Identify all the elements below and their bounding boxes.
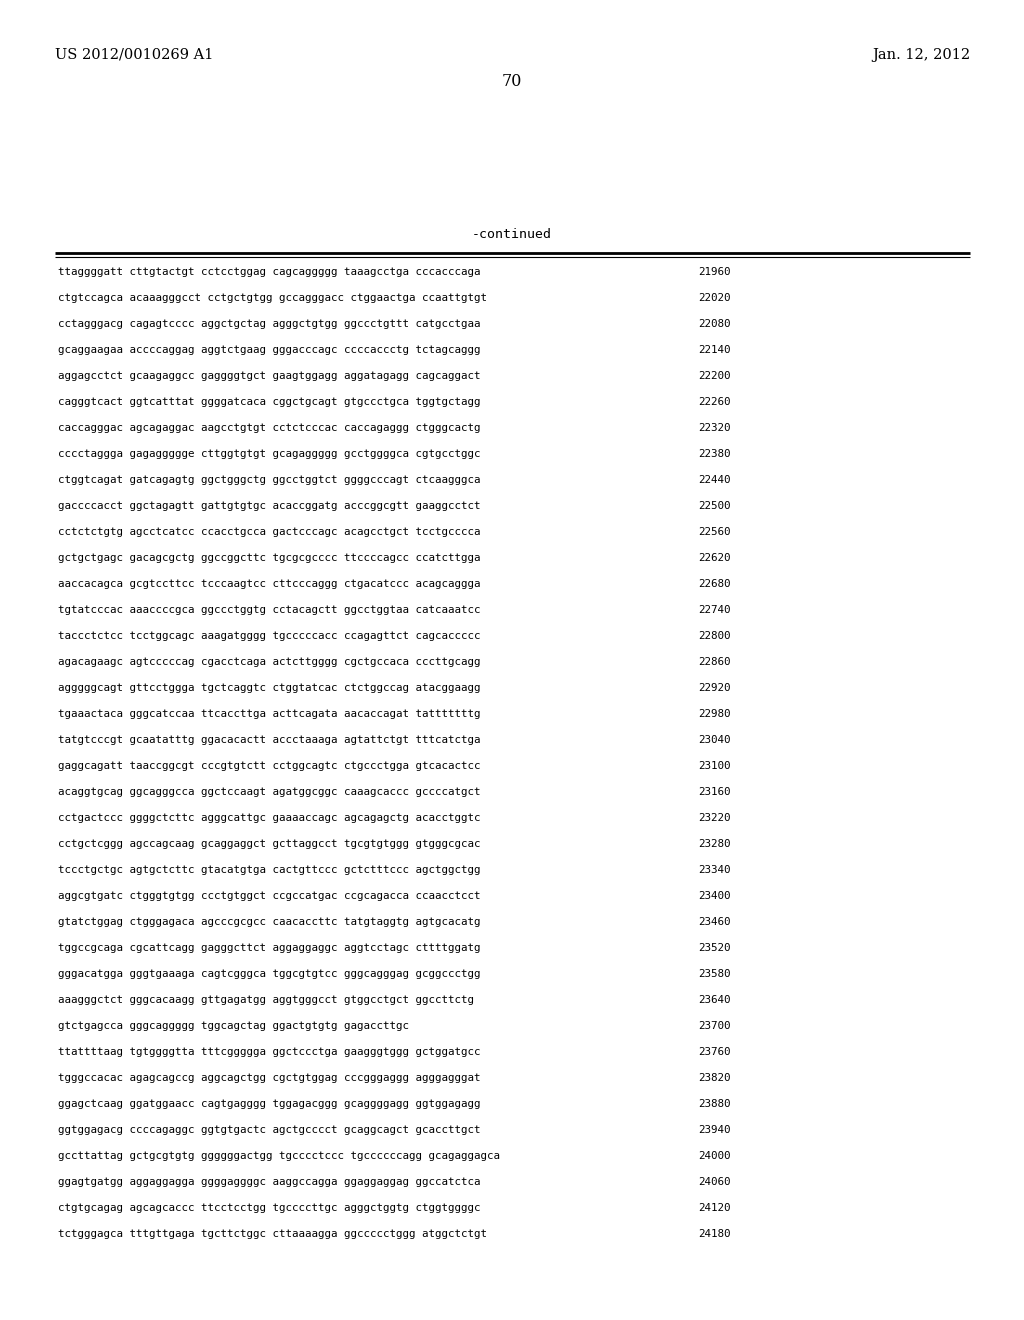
Text: 24180: 24180 (698, 1229, 730, 1239)
Text: 23640: 23640 (698, 995, 730, 1005)
Text: 22260: 22260 (698, 397, 730, 407)
Text: aggcgtgatc ctgggtgtgg ccctgtggct ccgccatgac ccgcagacca ccaacctcct: aggcgtgatc ctgggtgtgg ccctgtggct ccgccat… (58, 891, 480, 902)
Text: caccagggac agcagaggac aagcctgtgt cctctcccac caccagaggg ctgggcactg: caccagggac agcagaggac aagcctgtgt cctctcc… (58, 422, 480, 433)
Text: tccctgctgc agtgctcttc gtacatgtga cactgttccc gctctttccc agctggctgg: tccctgctgc agtgctcttc gtacatgtga cactgtt… (58, 865, 480, 875)
Text: 23220: 23220 (698, 813, 730, 822)
Text: -continued: -continued (472, 228, 552, 242)
Text: acaggtgcag ggcagggcca ggctccaagt agatggcggc caaagcaccc gccccatgct: acaggtgcag ggcagggcca ggctccaagt agatggc… (58, 787, 480, 797)
Text: 24000: 24000 (698, 1151, 730, 1162)
Text: 22380: 22380 (698, 449, 730, 459)
Text: tatgtcccgt gcaatatttg ggacacactt accctaaaga agtattctgt tttcatctga: tatgtcccgt gcaatatttg ggacacactt accctaa… (58, 735, 480, 744)
Text: gaggcagatt taaccggcgt cccgtgtctt cctggcagtc ctgccctgga gtcacactcc: gaggcagatt taaccggcgt cccgtgtctt cctggca… (58, 762, 480, 771)
Text: gctgctgagc gacagcgctg ggccggcttc tgcgcgcccc ttccccagcc ccatcttgga: gctgctgagc gacagcgctg ggccggcttc tgcgcgc… (58, 553, 480, 564)
Text: gggacatgga gggtgaaaga cagtcgggca tggcgtgtcc gggcagggag gcggccctgg: gggacatgga gggtgaaaga cagtcgggca tggcgtg… (58, 969, 480, 979)
Text: 22860: 22860 (698, 657, 730, 667)
Text: 24060: 24060 (698, 1177, 730, 1187)
Text: 22620: 22620 (698, 553, 730, 564)
Text: cctgactccc ggggctcttc agggcattgc gaaaaccagc agcagagctg acacctggtc: cctgactccc ggggctcttc agggcattgc gaaaacc… (58, 813, 480, 822)
Text: 23040: 23040 (698, 735, 730, 744)
Text: tctgggagca tttgttgaga tgcttctggc cttaaaagga ggccccctggg atggctctgt: tctgggagca tttgttgaga tgcttctggc cttaaaa… (58, 1229, 487, 1239)
Text: 23340: 23340 (698, 865, 730, 875)
Text: ggtggagacg ccccagaggc ggtgtgactc agctgcccct gcaggcagct gcaccttgct: ggtggagacg ccccagaggc ggtgtgactc agctgcc… (58, 1125, 480, 1135)
Text: 22020: 22020 (698, 293, 730, 304)
Text: ttattttaag tgtggggtta tttcggggga ggctccctga gaagggtggg gctggatgcc: ttattttaag tgtggggtta tttcggggga ggctccc… (58, 1047, 480, 1057)
Text: 23160: 23160 (698, 787, 730, 797)
Text: cctctctgtg agcctcatcc ccacctgcca gactcccagc acagcctgct tcctgcccca: cctctctgtg agcctcatcc ccacctgcca gactccc… (58, 527, 480, 537)
Text: 22560: 22560 (698, 527, 730, 537)
Text: 22140: 22140 (698, 345, 730, 355)
Text: US 2012/0010269 A1: US 2012/0010269 A1 (55, 48, 213, 62)
Text: gcaggaagaa accccaggag aggtctgaag gggacccagc ccccaccctg tctagcaggg: gcaggaagaa accccaggag aggtctgaag gggaccc… (58, 345, 480, 355)
Text: aaccacagca gcgtccttcc tcccaagtcc cttcccaggg ctgacatccc acagcaggga: aaccacagca gcgtccttcc tcccaagtcc cttccca… (58, 579, 480, 589)
Text: gccttattag gctgcgtgtg ggggggactgg tgcccctccc tgccccccagg gcagaggagca: gccttattag gctgcgtgtg ggggggactgg tgcccc… (58, 1151, 500, 1162)
Text: 23760: 23760 (698, 1047, 730, 1057)
Text: 23100: 23100 (698, 762, 730, 771)
Text: ggagtgatgg aggaggagga ggggaggggc aaggccagga ggaggaggag ggccatctca: ggagtgatgg aggaggagga ggggaggggc aaggcca… (58, 1177, 480, 1187)
Text: 23520: 23520 (698, 942, 730, 953)
Text: gaccccacct ggctagagtt gattgtgtgc acaccggatg acccggcgtt gaaggcctct: gaccccacct ggctagagtt gattgtgtgc acaccgg… (58, 502, 480, 511)
Text: agggggcagt gttcctggga tgctcaggtc ctggtatcac ctctggccag atacggaagg: agggggcagt gttcctggga tgctcaggtc ctggtat… (58, 682, 480, 693)
Text: tgtatcccac aaaccccgca ggccctggtg cctacagctt ggcctggtaa catcaaatcc: tgtatcccac aaaccccgca ggccctggtg cctacag… (58, 605, 480, 615)
Text: cctgctcggg agccagcaag gcaggaggct gcttaggcct tgcgtgtggg gtgggcgcac: cctgctcggg agccagcaag gcaggaggct gcttagg… (58, 840, 480, 849)
Text: ctggtcagat gatcagagtg ggctgggctg ggcctggtct ggggcccagt ctcaagggca: ctggtcagat gatcagagtg ggctgggctg ggcctgg… (58, 475, 480, 484)
Text: 23400: 23400 (698, 891, 730, 902)
Text: 23880: 23880 (698, 1100, 730, 1109)
Text: 23460: 23460 (698, 917, 730, 927)
Text: 22080: 22080 (698, 319, 730, 329)
Text: 22800: 22800 (698, 631, 730, 642)
Text: 21960: 21960 (698, 267, 730, 277)
Text: Jan. 12, 2012: Jan. 12, 2012 (871, 48, 970, 62)
Text: 23820: 23820 (698, 1073, 730, 1082)
Text: cagggtcact ggtcatttat ggggatcaca cggctgcagt gtgccctgca tggtgctagg: cagggtcact ggtcatttat ggggatcaca cggctgc… (58, 397, 480, 407)
Text: 23940: 23940 (698, 1125, 730, 1135)
Text: 22200: 22200 (698, 371, 730, 381)
Text: 23700: 23700 (698, 1020, 730, 1031)
Text: agacagaagc agtcccccag cgacctcaga actcttgggg cgctgccaca cccttgcagg: agacagaagc agtcccccag cgacctcaga actcttg… (58, 657, 480, 667)
Text: ctgtgcagag agcagcaccc ttcctcctgg tgccccttgc agggctggtg ctggtggggc: ctgtgcagag agcagcaccc ttcctcctgg tgcccct… (58, 1203, 480, 1213)
Text: tggccgcaga cgcattcagg gagggcttct aggaggaggc aggtcctagc cttttggatg: tggccgcaga cgcattcagg gagggcttct aggagga… (58, 942, 480, 953)
Text: 22440: 22440 (698, 475, 730, 484)
Text: gtctgagcca gggcaggggg tggcagctag ggactgtgtg gagaccttgc: gtctgagcca gggcaggggg tggcagctag ggactgt… (58, 1020, 409, 1031)
Text: taccctctcc tcctggcagc aaagatgggg tgcccccacc ccagagttct cagcaccccc: taccctctcc tcctggcagc aaagatgggg tgccccc… (58, 631, 480, 642)
Text: 22680: 22680 (698, 579, 730, 589)
Text: 22320: 22320 (698, 422, 730, 433)
Text: aggagcctct gcaagaggcc gaggggtgct gaagtggagg aggatagagg cagcaggact: aggagcctct gcaagaggcc gaggggtgct gaagtgg… (58, 371, 480, 381)
Text: tgaaactaca gggcatccaa ttcaccttga acttcagata aacaccagat tatttttttg: tgaaactaca gggcatccaa ttcaccttga acttcag… (58, 709, 480, 719)
Text: ggagctcaag ggatggaacc cagtgagggg tggagacggg gcaggggagg ggtggagagg: ggagctcaag ggatggaacc cagtgagggg tggagac… (58, 1100, 480, 1109)
Text: 24120: 24120 (698, 1203, 730, 1213)
Text: 70: 70 (502, 73, 522, 90)
Text: 22920: 22920 (698, 682, 730, 693)
Text: cctagggacg cagagtcccc aggctgctag agggctgtgg ggccctgttt catgcctgaa: cctagggacg cagagtcccc aggctgctag agggctg… (58, 319, 480, 329)
Text: 22740: 22740 (698, 605, 730, 615)
Text: gtatctggag ctgggagaca agcccgcgcc caacaccttc tatgtaggtg agtgcacatg: gtatctggag ctgggagaca agcccgcgcc caacacc… (58, 917, 480, 927)
Text: 22500: 22500 (698, 502, 730, 511)
Text: 23580: 23580 (698, 969, 730, 979)
Text: aaagggctct gggcacaagg gttgagatgg aggtgggcct gtggcctgct ggccttctg: aaagggctct gggcacaagg gttgagatgg aggtggg… (58, 995, 474, 1005)
Text: tgggccacac agagcagccg aggcagctgg cgctgtggag cccgggaggg agggagggat: tgggccacac agagcagccg aggcagctgg cgctgtg… (58, 1073, 480, 1082)
Text: ttaggggatt cttgtactgt cctcctggag cagcaggggg taaagcctga cccacccaga: ttaggggatt cttgtactgt cctcctggag cagcagg… (58, 267, 480, 277)
Text: 22980: 22980 (698, 709, 730, 719)
Text: cccctaggga gagaggggge cttggtgtgt gcagaggggg gcctggggca cgtgcctggc: cccctaggga gagaggggge cttggtgtgt gcagagg… (58, 449, 480, 459)
Text: ctgtccagca acaaagggcct cctgctgtgg gccagggacc ctggaactga ccaattgtgt: ctgtccagca acaaagggcct cctgctgtgg gccagg… (58, 293, 487, 304)
Text: 23280: 23280 (698, 840, 730, 849)
